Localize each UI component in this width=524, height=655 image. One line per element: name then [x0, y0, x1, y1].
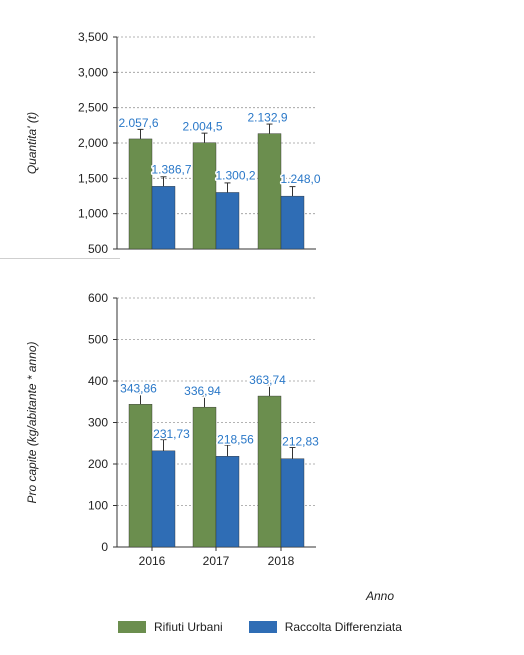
- top-bar-rifiuti: [192, 142, 217, 250]
- legend-label-raccolta: Raccolta Differenziata: [284, 620, 402, 634]
- bottom-y-tick-label: 200: [88, 457, 108, 471]
- top-y-tick-label: 500: [88, 242, 108, 256]
- x-category-label: 2016: [139, 554, 166, 568]
- bottom-bar-rifiuti: [257, 395, 282, 548]
- top-value-label: 2.057,6: [118, 116, 158, 130]
- bottom-value-label: 212,83: [282, 435, 319, 449]
- chart-legend: Rifiuti Urbani Raccolta Differenziata: [118, 620, 428, 634]
- bottom-value-label: 343,86: [120, 381, 157, 395]
- top-value-label: 2.132,9: [247, 111, 287, 125]
- x-category-label: 2017: [203, 554, 230, 568]
- bottom-y-tick-label: 0: [101, 540, 108, 554]
- legend-label-rifiuti: Rifiuti Urbani: [154, 620, 223, 634]
- bottom-bar-raccolta: [280, 458, 305, 548]
- top-y-tick-label: 2,000: [78, 136, 108, 150]
- top-y-tick-label: 1,500: [78, 171, 108, 185]
- bottom-value-label: 363,74: [249, 373, 286, 387]
- bottom-y-tick-label: 400: [88, 374, 108, 388]
- top-bar-rifiuti: [128, 138, 153, 250]
- scan-artifact-line: [0, 258, 120, 259]
- top-y-tick-label: 2,500: [78, 101, 108, 115]
- bottom-value-label: 336,94: [184, 384, 221, 398]
- top-value-label: 1.386,7: [151, 162, 191, 176]
- bottom-value-label: 218,56: [217, 432, 254, 446]
- top-value-label: 2.004,5: [182, 120, 222, 134]
- bottom-y-tick-label: 600: [88, 291, 108, 305]
- legend-swatch-raccolta: [248, 621, 277, 633]
- legend-swatch-rifiuti: [118, 621, 146, 633]
- top-bar-raccolta: [280, 195, 305, 250]
- bottom-bar-rifiuti: [128, 404, 153, 548]
- bottom-bar-raccolta: [151, 450, 176, 548]
- top-bar-raccolta: [151, 186, 176, 250]
- top-value-label: 1.300,2: [215, 168, 255, 182]
- bottom-value-label: 231,73: [153, 427, 190, 441]
- bottom-y-tick-label: 300: [88, 416, 108, 430]
- top-y-tick-label: 1,000: [78, 207, 108, 221]
- legend-item-raccolta: Raccolta Differenziata: [248, 620, 402, 634]
- bottom-bar-raccolta: [215, 456, 240, 548]
- top-y-tick-label: 3,500: [78, 30, 108, 44]
- legend-item-rifiuti: Rifiuti Urbani: [118, 620, 223, 634]
- bottom-y-axis-title: Pro capite (kg/abitante * anno): [25, 341, 39, 503]
- bottom-bar-rifiuti: [192, 406, 217, 548]
- x-axis-title: Anno: [365, 589, 394, 603]
- top-bar-rifiuti: [257, 133, 282, 250]
- bottom-y-tick-label: 500: [88, 333, 108, 347]
- x-category-label: 2018: [268, 554, 295, 568]
- top-value-label: 1.248,0: [280, 172, 320, 186]
- bottom-y-tick-label: 100: [88, 499, 108, 513]
- top-y-tick-label: 3,000: [78, 65, 108, 79]
- top-bar-raccolta: [215, 192, 240, 250]
- top-y-axis-title: Quantita' (t): [25, 112, 39, 174]
